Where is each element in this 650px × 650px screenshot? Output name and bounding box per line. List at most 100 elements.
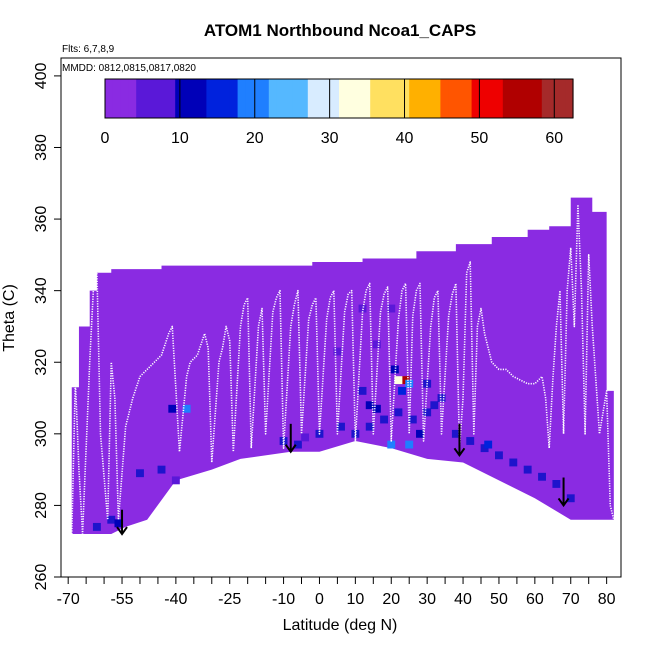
heatmap-cell: [182, 404, 191, 413]
colorbar-tick-label: 20: [246, 130, 264, 147]
colorbar-swatch: [183, 79, 192, 118]
heatmap-field: [71, 197, 614, 535]
heatmap-cell: [509, 458, 518, 467]
colorbar-swatch: [565, 79, 574, 118]
flight-track: [70, 203, 615, 535]
colorbar-swatch: [245, 79, 254, 118]
heatmap-cell: [301, 433, 310, 442]
arrow-head: [116, 526, 128, 536]
heatmap-cell: [484, 440, 493, 449]
colorbar-swatch: [463, 79, 473, 118]
colorbar-swatch: [401, 79, 410, 118]
x-tick-label: -70: [57, 591, 80, 608]
colorbar-swatch: [206, 79, 215, 118]
y-axis-label: Theta (C): [1, 284, 18, 352]
colorbar-swatch: [362, 79, 371, 118]
y-tick-label: 380: [33, 134, 50, 161]
heatmap-cell: [390, 365, 399, 374]
colorbar-swatch: [112, 79, 122, 118]
colorbar-swatch: [120, 79, 129, 118]
heatmap-cell: [168, 404, 177, 413]
x-tick-label: -55: [110, 591, 133, 608]
colorbar-swatch: [300, 79, 309, 118]
arrow-head: [557, 497, 570, 508]
colorbar-swatch: [432, 79, 441, 118]
colorbar-swatch: [502, 79, 512, 118]
colorbar-swatch: [159, 79, 168, 118]
colorbar-swatch: [261, 79, 270, 118]
colorbar-swatch: [214, 79, 223, 118]
heatmap-cell: [380, 415, 389, 424]
colorbar-swatch: [167, 79, 176, 118]
heatmap-cell: [372, 404, 381, 413]
colorbar-swatch: [518, 79, 527, 118]
x-tick-label: 20: [382, 591, 400, 608]
colorbar-swatch: [417, 79, 426, 118]
heatmap-cell: [358, 304, 367, 313]
x-tick-label: 60: [526, 591, 544, 608]
colorbar-swatch: [284, 79, 293, 118]
colorbar-swatch: [440, 79, 449, 118]
colorbar-swatch: [136, 79, 145, 118]
flights-note: Flts: 6,7,8,9: [62, 44, 115, 55]
colorbar-swatch: [222, 79, 231, 118]
x-tick-label: 70: [562, 591, 580, 608]
heatmap-cell: [333, 347, 342, 356]
heatmap-cell: [430, 401, 439, 410]
heatmap-cell: [566, 494, 575, 503]
heatmap-cell: [552, 480, 561, 488]
heatmap-cell: [437, 394, 446, 402]
colorbar-swatch: [339, 79, 348, 118]
heatmap-cell: [523, 465, 532, 474]
x-tick-label: 10: [346, 591, 364, 608]
heatmap-cell: [114, 519, 123, 528]
colorbar-swatch: [541, 79, 551, 118]
flight-track-line: [70, 203, 615, 535]
colorbar-swatch: [331, 79, 340, 118]
x-tick-label: 30: [418, 591, 436, 608]
plot-frame: [60, 57, 622, 578]
colorbar: 0 10 20 30 40 50 60: [101, 78, 574, 147]
y-tick-label: 300: [33, 420, 50, 447]
heatmap-cell: [372, 340, 381, 349]
y-tick-label: 360: [33, 206, 50, 233]
heatmap-cell: [337, 422, 345, 431]
colorbar-swatch: [198, 79, 207, 118]
colorbar-swatch: [128, 79, 137, 118]
colorbar-swatch: [471, 79, 480, 118]
y-axis: 260 280 300 320 340 360 380 400: [33, 62, 61, 590]
heatmap-cell: [405, 440, 414, 449]
heatmap-cell: [408, 415, 417, 424]
chart-title: ATOM1 Northbound Ncoa1_CAPS: [204, 21, 476, 40]
x-axis-label: Latitude (deg N): [283, 617, 398, 634]
colorbar-swatch: [253, 79, 262, 118]
plot-area: [70, 197, 615, 536]
colorbar-swatch: [307, 79, 317, 118]
colorbar-swatch: [144, 79, 153, 118]
heatmap-cell: [394, 408, 403, 417]
colorbar-swatch: [534, 79, 543, 118]
colorbar-swatch: [487, 79, 496, 118]
colorbar-swatch: [557, 79, 566, 118]
x-tick-label: -25: [218, 591, 241, 608]
heatmap-cells: [92, 304, 575, 531]
heatmap-cell: [466, 437, 475, 445]
colorbar-swatch: [268, 79, 278, 118]
colorbar-swatch: [190, 79, 200, 118]
colorbar-tick-label: 50: [471, 130, 489, 147]
colorbar-swatch: [526, 79, 535, 118]
colorbar-swatch: [479, 79, 488, 118]
colorbar-tick-label: 0: [101, 130, 110, 147]
colorbar-swatch: [237, 79, 246, 118]
colorbar-tick-label: 60: [545, 130, 563, 147]
heatmap-cell: [405, 379, 414, 388]
x-axis: -70 -55 -40 -25 -10 0 10 20 30 40 50 60 70 80: [57, 577, 616, 608]
colorbar-swatch: [276, 79, 285, 118]
colorbar-swatch: [510, 79, 519, 118]
colorbar-swatch: [456, 79, 465, 118]
colorbar-swatch: [292, 79, 301, 118]
colorbar-swatch: [229, 79, 239, 118]
heatmap-cell: [416, 429, 424, 438]
heatmap-cell: [157, 465, 166, 474]
heatmap-cell: [293, 440, 302, 449]
